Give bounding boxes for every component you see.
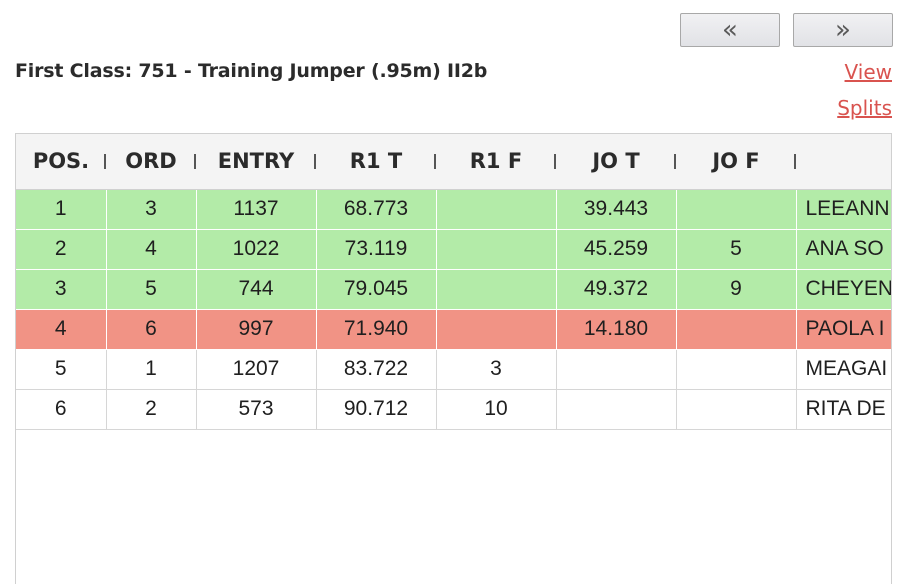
column-header-entry[interactable]: ENTRY (196, 134, 316, 190)
cell-jo-time (556, 349, 677, 390)
cell-r1-time: 90.712 (316, 389, 437, 430)
results-table: POS. ORD ENTRY R1 T R1 F JO T JO F 1 3 113… (16, 134, 891, 430)
cell-entry: 1207 (196, 349, 317, 390)
cell-pos: 5 (16, 349, 107, 390)
cell-jo-time: 49.372 (556, 269, 677, 310)
table-row[interactable]: 2 4 1022 73.119 45.259 5 ANA SO (16, 229, 891, 270)
column-header-r1-faults[interactable]: R1 F (436, 134, 556, 190)
cell-pos: 3 (16, 269, 107, 310)
column-header-rider[interactable] (796, 134, 891, 190)
cell-rider: PAOLA I (796, 309, 891, 350)
table-header-row: POS. ORD ENTRY R1 T R1 F JO T JO F (16, 134, 891, 190)
cell-rider: LEEANN (796, 189, 891, 230)
cell-rider: CHEYEN (796, 269, 891, 310)
cell-jo-time: 45.259 (556, 229, 677, 270)
cell-pos: 6 (16, 389, 107, 430)
cell-ord: 3 (106, 189, 197, 230)
cell-ord: 1 (106, 349, 197, 390)
column-header-ord[interactable]: ORD (106, 134, 196, 190)
cell-r1-time: 71.940 (316, 309, 437, 350)
table-row[interactable]: 6 2 573 90.712 10 RITA DE (16, 389, 891, 430)
table-row[interactable]: 1 3 1137 68.773 39.443 LEEANN (16, 189, 891, 230)
cell-entry: 1022 (196, 229, 317, 270)
cell-r1-time: 83.722 (316, 349, 437, 390)
cell-pos: 2 (16, 229, 107, 270)
cell-r1-faults (436, 229, 557, 270)
cell-rider: ANA SO (796, 229, 891, 270)
column-header-jo-time[interactable]: JO T (556, 134, 676, 190)
cell-r1-faults: 10 (436, 389, 557, 430)
cell-r1-faults (436, 189, 557, 230)
cell-jo-time: 14.180 (556, 309, 677, 350)
column-header-pos[interactable]: POS. (16, 134, 106, 190)
results-grid: POS. ORD ENTRY R1 T R1 F JO T JO F 1 3 113… (15, 133, 892, 584)
cell-entry: 744 (196, 269, 317, 310)
cell-ord: 6 (106, 309, 197, 350)
class-title: First Class: 751 - Training Jumper (.95m… (15, 60, 488, 82)
cell-jo-faults (676, 189, 797, 230)
cell-jo-faults: 5 (676, 229, 797, 270)
cell-pos: 4 (16, 309, 107, 350)
cell-entry: 1137 (196, 189, 317, 230)
cell-pos: 1 (16, 189, 107, 230)
cell-jo-faults (676, 309, 797, 350)
cell-rider: RITA DE (796, 389, 891, 430)
view-link[interactable]: View (844, 60, 892, 84)
cell-ord: 2 (106, 389, 197, 430)
column-header-jo-faults[interactable]: JO F (676, 134, 796, 190)
previous-class-button[interactable]: « (680, 13, 780, 47)
cell-entry: 997 (196, 309, 317, 350)
cell-ord: 4 (106, 229, 197, 270)
cell-ord: 5 (106, 269, 197, 310)
cell-entry: 573 (196, 389, 317, 430)
table-row[interactable]: 3 5 744 79.045 49.372 9 CHEYEN (16, 269, 891, 310)
column-header-r1-time[interactable]: R1 T (316, 134, 436, 190)
cell-r1-time: 79.045 (316, 269, 437, 310)
cell-jo-time (556, 389, 677, 430)
cell-r1-faults (436, 269, 557, 310)
cell-jo-time: 39.443 (556, 189, 677, 230)
next-class-button[interactable]: » (793, 13, 893, 47)
cell-r1-time: 73.119 (316, 229, 437, 270)
table-row[interactable]: 5 1 1207 83.722 3 MEAGAI (16, 349, 891, 390)
table-row[interactable]: 4 6 997 71.940 14.180 PAOLA I (16, 309, 891, 350)
cell-r1-faults: 3 (436, 349, 557, 390)
cell-jo-faults (676, 389, 797, 430)
cell-r1-time: 68.773 (316, 189, 437, 230)
cell-jo-faults: 9 (676, 269, 797, 310)
cell-r1-faults (436, 309, 557, 350)
splits-link[interactable]: Splits (837, 96, 892, 120)
cell-rider: MEAGAI (796, 349, 891, 390)
cell-jo-faults (676, 349, 797, 390)
